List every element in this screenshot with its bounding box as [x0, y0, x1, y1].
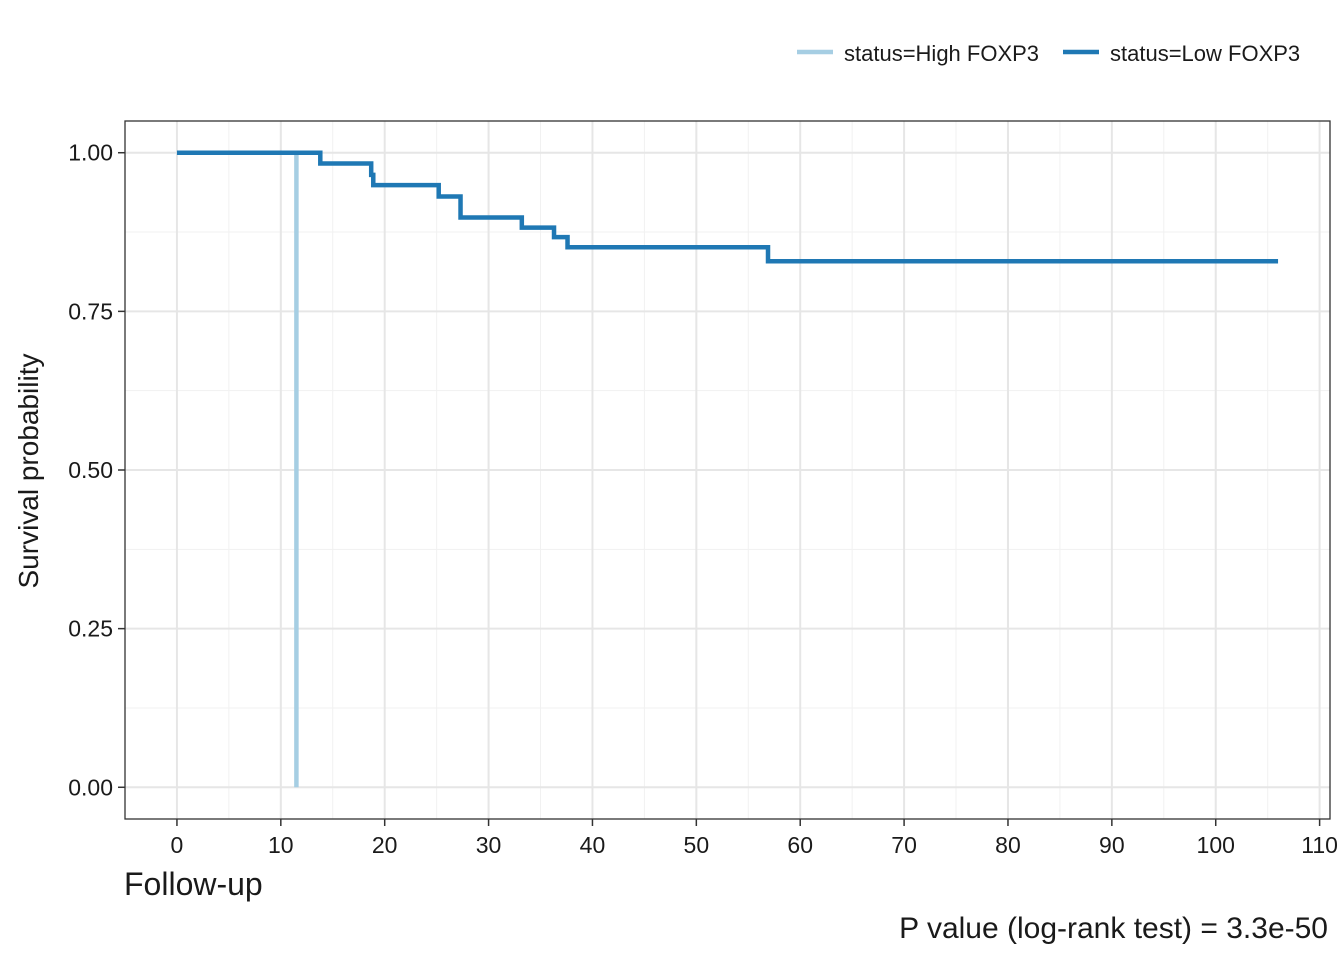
x-tick-label: 80 — [995, 832, 1021, 858]
x-tick-label: 110 — [1301, 832, 1338, 858]
series-layer — [176, 150, 1279, 788]
x-tick-label: 10 — [268, 832, 294, 858]
x-tick-label: 50 — [684, 832, 710, 858]
x-axis-title: Follow-up — [124, 866, 263, 902]
x-tick-label: 100 — [1197, 832, 1235, 858]
x-tick-label: 0 — [171, 832, 184, 858]
x-tick-label: 90 — [1099, 832, 1125, 858]
y-tick-label: 0.50 — [68, 457, 113, 483]
y-axis-title: Survival probability — [13, 354, 44, 589]
legend-label-low-foxp3: status=Low FOXP3 — [1110, 41, 1300, 66]
series-line-low-foxp3 — [176, 150, 1279, 264]
x-tick-label: 40 — [580, 832, 606, 858]
x-tick-label: 20 — [372, 832, 398, 858]
grid-major — [125, 121, 1330, 819]
y-tick-label: 0.00 — [68, 774, 113, 800]
legend-label-high-foxp3: status=High FOXP3 — [844, 41, 1039, 66]
x-axis: 0 10 20 30 40 50 60 70 80 90 100 110 — [171, 819, 1338, 858]
y-axis: 0.00 0.25 0.50 0.75 1.00 — [68, 140, 125, 800]
y-tick-label: 0.25 — [68, 616, 113, 642]
legend: status=High FOXP3 status=Low FOXP3 — [797, 41, 1300, 66]
p-value-caption: P value (log-rank test) = 3.3e-50 — [899, 912, 1328, 945]
x-tick-label: 70 — [891, 832, 917, 858]
y-tick-label: 0.75 — [68, 298, 113, 324]
y-tick-label: 1.00 — [68, 140, 113, 166]
x-tick-label: 30 — [476, 832, 502, 858]
x-tick-label: 60 — [787, 832, 813, 858]
